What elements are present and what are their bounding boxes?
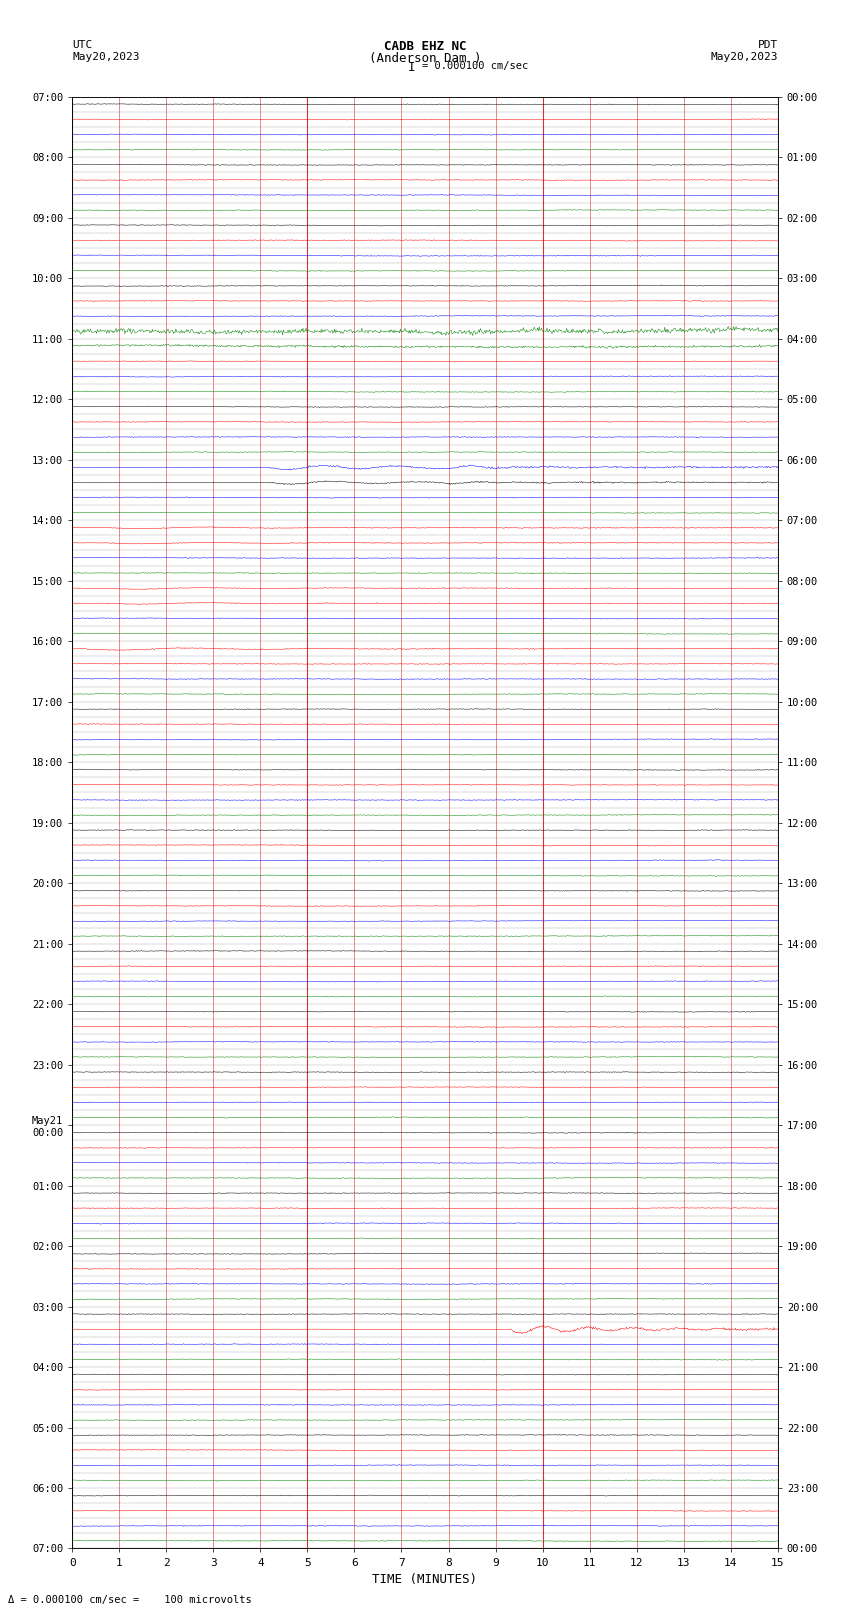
Text: = 0.000100 cm/sec: = 0.000100 cm/sec xyxy=(422,61,529,71)
Text: May20,2023: May20,2023 xyxy=(711,52,778,61)
Text: I: I xyxy=(408,61,415,74)
Text: Δ = 0.000100 cm/sec =    100 microvolts: Δ = 0.000100 cm/sec = 100 microvolts xyxy=(8,1595,252,1605)
Text: May20,2023: May20,2023 xyxy=(72,52,139,61)
Text: UTC: UTC xyxy=(72,40,93,50)
X-axis label: TIME (MINUTES): TIME (MINUTES) xyxy=(372,1573,478,1586)
Text: (Anderson Dam ): (Anderson Dam ) xyxy=(369,52,481,65)
Text: PDT: PDT xyxy=(757,40,778,50)
Text: CADB EHZ NC: CADB EHZ NC xyxy=(383,40,467,53)
